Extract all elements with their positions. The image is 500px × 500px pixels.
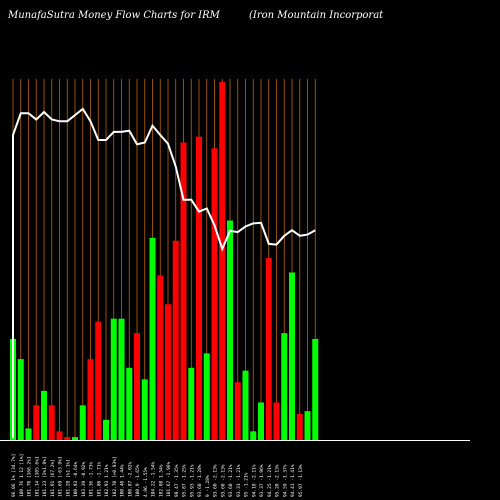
chart-subtitle: (Iron Mountain Incorporat — [249, 10, 384, 21]
x-tick-label: 94.18 -2.11% — [251, 464, 257, 497]
money-flow-bar — [165, 304, 171, 440]
money-flow-bar — [265, 258, 272, 440]
money-flow-bar — [281, 333, 288, 440]
money-flow-bar — [41, 390, 47, 440]
money-flow-bar — [48, 405, 55, 440]
money-flow-bar — [227, 220, 233, 440]
x-tick-label: 104.22 -1.54% — [151, 461, 157, 497]
x-tick-label: 94.25 -1.21% — [267, 464, 273, 497]
x-tick-label: 94.59 -1.37% — [282, 464, 288, 497]
x-tick-label: 102.70 [+0.93%] — [112, 456, 118, 497]
x-tick-label: 4.96 -1.55% — [143, 467, 149, 497]
x-tick-label: 101.67 -1.96% — [166, 461, 172, 497]
x-tick-label: 100.93 -0.64% — [73, 461, 79, 497]
x-tick-label: 100.40 1.44% — [120, 464, 126, 497]
money-flow-bar — [258, 402, 264, 440]
x-tick-label: 100.76 1.12 [1%] — [19, 454, 25, 497]
x-tick-label: 101.70 [166.2%] — [27, 456, 33, 497]
x-tick-label: 94.41 -1.41% — [290, 464, 296, 497]
x-tick-label: 93.37 -1.96% — [259, 464, 265, 497]
money-flow-bar — [273, 402, 280, 440]
x-tick-label: 101.69 [-63.9%] — [58, 456, 64, 497]
x-tick-label: 101.23 [1%1.8%] — [42, 456, 48, 497]
money-flow-bar — [304, 411, 311, 440]
chart-title: MunafaSutra Money Flow Charts for IRM — [8, 10, 220, 21]
money-flow-bar — [56, 431, 63, 440]
money-flow-bar — [64, 437, 71, 440]
x-tick-label: 93.60 -2.13% — [213, 464, 219, 497]
money-flow-bar — [134, 333, 140, 440]
money-flow-bar — [250, 431, 257, 440]
x-tick-label: 93.60 -2.13% — [220, 464, 226, 497]
x-tick-label: 102.93 1.21% — [104, 464, 110, 497]
money-flow-bar — [242, 370, 249, 440]
price-line — [12, 107, 316, 438]
money-flow-bar — [25, 428, 32, 440]
money-flow-bar — [87, 359, 94, 440]
money-flow-bar — [180, 142, 187, 440]
money-flow-bar — [95, 321, 102, 440]
x-tick-label: 95.87 -1.25% — [182, 464, 188, 497]
money-flow-bar — [103, 419, 109, 440]
money-flow-bar — [172, 240, 179, 440]
money-flow-bar — [72, 437, 78, 440]
money-flow-bar — [188, 367, 195, 440]
money-flow-bar — [203, 353, 210, 440]
x-tick-label: 103.39 -0.92% — [81, 461, 87, 497]
money-flow-bar — [219, 81, 226, 440]
money-flow-bar — [296, 414, 303, 440]
x-tick-label: 95.97 -1.13% — [298, 464, 304, 497]
x-tick-label: 100.9 -1.65% — [135, 464, 141, 497]
money-flow-bar — [79, 405, 86, 440]
x-tick-label: 9 -1.28% — [205, 475, 211, 497]
x-tick-label: 101.28 [%1.1%] — [65, 459, 71, 497]
x-tick-label: 95.93 -1.21% — [189, 464, 195, 497]
money-flow-bar — [196, 136, 202, 440]
x-tick-label: 95 -1.21% — [244, 472, 250, 497]
money-flow-bar — [157, 275, 164, 440]
x-tick-label: 93.60 -1.21% — [228, 464, 234, 497]
money-flow-bar — [17, 359, 24, 440]
money-flow-bar — [33, 405, 40, 440]
x-tick-label: 102.08 1.54% — [158, 464, 164, 497]
money-flow-bar — [211, 148, 218, 440]
money-flow-bar — [126, 367, 133, 440]
money-flow-bar — [110, 318, 117, 440]
money-flow-bar — [141, 379, 148, 440]
x-tick-label: 93.60 -1.28% — [197, 464, 203, 497]
money-flow-bar — [234, 382, 241, 440]
x-tick-label: 99.47 -1.35% — [174, 464, 180, 497]
money-flow-bar — [312, 338, 319, 440]
x-tick-label: 101.36 -1.73% — [89, 461, 95, 497]
x-tick-label: 93.31 -1.21% — [236, 464, 242, 497]
money-flow-bar — [118, 318, 125, 440]
x-tick-label: 100.87 -2.02% — [127, 461, 133, 497]
x-tick-label: 96.06 1% [34.7%] — [11, 454, 17, 497]
x-tick-label: 101.91 [67.2%] — [50, 459, 56, 497]
x-tick-label: 101.14 [105.6%] — [34, 456, 40, 497]
money-flow-bar — [289, 272, 295, 440]
money-flow-bar — [149, 237, 156, 440]
x-tick-label: 101.80 -1.71% — [96, 461, 102, 497]
x-tick-label: 95.20 -2.13% — [275, 464, 281, 497]
